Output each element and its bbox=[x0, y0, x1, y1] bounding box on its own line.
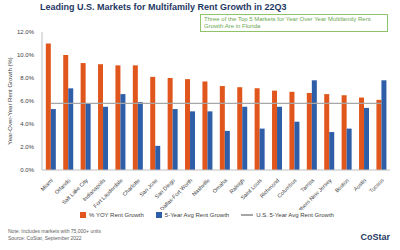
svg-text:10.0%: 10.0% bbox=[17, 52, 35, 58]
html-text:CoStar: CoStar bbox=[360, 232, 390, 242]
svg-text:Tampa: Tampa bbox=[299, 177, 316, 194]
svg-text:Richmond: Richmond bbox=[258, 177, 281, 199]
svg-text:Nashville: Nashville bbox=[191, 177, 211, 197]
svg-text:Saint Louis: Saint Louis bbox=[239, 177, 263, 201]
svg-text:Tucson: Tucson bbox=[368, 177, 385, 194]
svg-text:Charlotte: Charlotte bbox=[121, 177, 142, 198]
html-text:Note: Includes markets with 75: Note: Includes markets with 75,000+ unit… bbox=[8, 228, 101, 234]
svg-text:San Jose: San Jose bbox=[138, 177, 159, 198]
svg-text:0.0%: 0.0% bbox=[20, 167, 34, 173]
svg-text:Indianapolis: Indianapolis bbox=[81, 177, 107, 203]
html-text:5-Year Avg Rent Growth: 5-Year Avg Rent Growth bbox=[164, 212, 230, 218]
svg-text:Dallas-Fort Worth: Dallas-Fort Worth bbox=[159, 177, 194, 210]
svg-text:Miami: Miami bbox=[40, 177, 55, 192]
svg-text:2.0%: 2.0% bbox=[20, 144, 34, 150]
html-text:% YOY Rent Growth: % YOY Rent Growth bbox=[89, 212, 144, 218]
svg-text:Raleigh: Raleigh bbox=[228, 177, 246, 195]
svg-text:Orlando: Orlando bbox=[53, 177, 72, 196]
svg-text:8.0%: 8.0% bbox=[20, 75, 34, 81]
svg-text:Omaha: Omaha bbox=[211, 177, 229, 195]
svg-text:Fort Lauderdale: Fort Lauderdale bbox=[92, 177, 124, 209]
html-text:U.S. 5-Year Avg Rent Growth: U.S. 5-Year Avg Rent Growth bbox=[256, 212, 334, 218]
svg-text:4.0%: 4.0% bbox=[20, 121, 34, 127]
html-text:Leading U.S. Markets for Multi: Leading U.S. Markets for Multifamily Ren… bbox=[40, 2, 287, 12]
svg-text:San Diego: San Diego bbox=[153, 177, 176, 200]
svg-text:12.0%: 12.0% bbox=[17, 29, 35, 35]
svg-text:Boston: Boston bbox=[334, 177, 350, 193]
html-text:Source: CoStar, September 2022: Source: CoStar, September 2022 bbox=[8, 235, 82, 241]
svg-text:Salt Lake City: Salt Lake City bbox=[60, 177, 89, 206]
html-text:Three of the Top 5 Markets for: Three of the Top 5 Markets for Year Over… bbox=[204, 16, 371, 29]
svg-text:Austin: Austin bbox=[352, 177, 367, 192]
svg-text:Year-Over-Year Rent Growth (%): Year-Over-Year Rent Growth (%) bbox=[8, 57, 13, 145]
svg-text:Columbus: Columbus bbox=[276, 177, 298, 199]
svg-text:6.0%: 6.0% bbox=[20, 98, 34, 104]
svg-text:Northern New Jersey: Northern New Jersey bbox=[292, 177, 333, 210]
